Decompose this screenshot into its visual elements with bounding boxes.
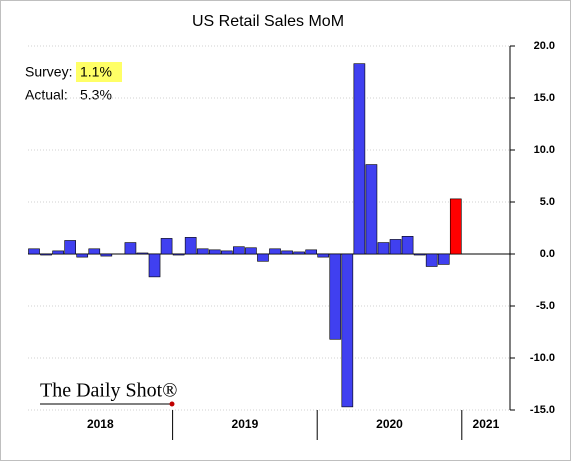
- bar: [269, 248, 281, 255]
- logo-dot: [169, 401, 175, 407]
- highlight: [76, 62, 122, 82]
- y-tick-label: 20.0: [534, 40, 555, 52]
- bar: [413, 253, 426, 256]
- bar: [160, 238, 173, 255]
- source-logo: The Daily Shot®: [40, 380, 177, 402]
- annotation-value: 5.3%: [80, 87, 112, 103]
- x-group-label: 2021: [473, 417, 500, 431]
- bar: [172, 253, 185, 256]
- bar: [136, 252, 149, 255]
- y-tick-label: 10.0: [534, 144, 555, 156]
- annotation-label: Survey:: [25, 64, 72, 80]
- bar: [293, 251, 305, 255]
- bar: [341, 253, 354, 408]
- y-tick-label: -15.0: [530, 404, 555, 416]
- bar: [449, 198, 462, 255]
- annotation-value: 1.1%: [80, 64, 112, 80]
- bar: [28, 248, 40, 255]
- bar: [221, 250, 233, 255]
- x-group-label: 2018: [87, 417, 114, 431]
- bar: [365, 164, 378, 255]
- y-tick-label: -5.0: [536, 300, 555, 312]
- bar: [257, 253, 269, 262]
- bar: [148, 253, 161, 278]
- bar: [40, 253, 52, 256]
- bar: [208, 249, 221, 255]
- bar: [281, 250, 293, 255]
- bar: [401, 236, 414, 255]
- y-tick-label: 15.0: [534, 92, 555, 104]
- y-tick-label: -10.0: [530, 352, 555, 364]
- y-tick-label: 0.0: [540, 248, 555, 260]
- bar: [64, 240, 77, 255]
- x-group-label: 2019: [232, 417, 259, 431]
- bar: [124, 242, 137, 255]
- y-tick-label: 5.0: [540, 196, 555, 208]
- bar: [437, 253, 450, 265]
- bar: [233, 246, 245, 255]
- bar: [52, 250, 64, 255]
- x-group-label: 2020: [376, 417, 403, 431]
- bar: [425, 253, 438, 267]
- bar: [196, 248, 209, 255]
- bar: [76, 253, 89, 258]
- bar: [317, 253, 330, 258]
- bar: [305, 249, 317, 255]
- bar: [184, 237, 197, 255]
- bar: [353, 63, 366, 255]
- bar: [389, 239, 402, 255]
- bar: [245, 247, 257, 255]
- annotation-label: Actual:: [25, 87, 68, 103]
- chart-title: US Retail Sales MoM: [192, 13, 344, 30]
- bar: [377, 242, 390, 255]
- bar: [329, 253, 342, 340]
- bar: [100, 253, 113, 257]
- bar: [88, 248, 101, 255]
